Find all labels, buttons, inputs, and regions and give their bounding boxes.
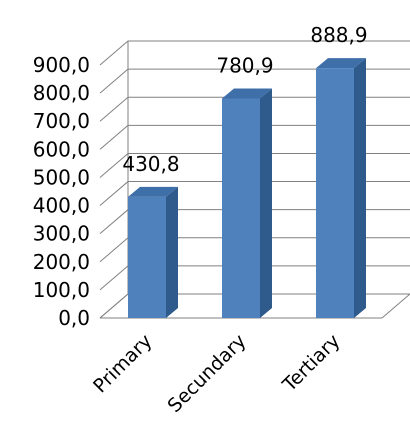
floor-edge-right [381, 293, 410, 319]
bar-tertiary [316, 58, 366, 319]
y-tick-label: 700,0 [33, 109, 90, 133]
bars [128, 58, 366, 319]
y-tick-label: 600,0 [33, 137, 90, 161]
y-tick-label: 100,0 [33, 278, 90, 302]
y-tick-label: 300,0 [33, 222, 90, 246]
bar-primary [128, 186, 178, 318]
bar-side [260, 88, 272, 318]
bar-top [316, 58, 366, 69]
bar-top [222, 88, 272, 99]
data-label: 888,9 [310, 23, 367, 47]
bar-front [222, 98, 260, 318]
bar-side [166, 186, 178, 318]
bar-front [128, 196, 166, 318]
category-label: Tertiary [278, 330, 345, 397]
bar-front [316, 68, 354, 318]
y-tick-label: 500,0 [33, 165, 90, 189]
x-axis-category-labels: Primary Secundary Tertiary [89, 330, 344, 417]
data-label: 430,8 [122, 152, 179, 176]
category-label: Primary [89, 330, 156, 397]
y-axis-tick-labels: 0,0 100,0 200,0 300,0 400,0 500,0 600,0 700,0 80… [33, 53, 90, 330]
bar-side [354, 58, 366, 319]
data-label: 780,9 [216, 53, 273, 77]
y-tick-label: 800,0 [33, 81, 90, 105]
category-label: Secundary [164, 330, 251, 417]
bar-secundary [222, 88, 272, 318]
gridline [99, 40, 410, 66]
bar-top [128, 186, 178, 197]
y-tick-label: 200,0 [33, 250, 90, 274]
data-labels: 430,8 780,9 888,9 [122, 23, 367, 176]
y-tick-label: 400,0 [33, 194, 90, 218]
y-tick-label: 900,0 [33, 53, 90, 77]
y-tick-label: 0,0 [58, 306, 90, 330]
